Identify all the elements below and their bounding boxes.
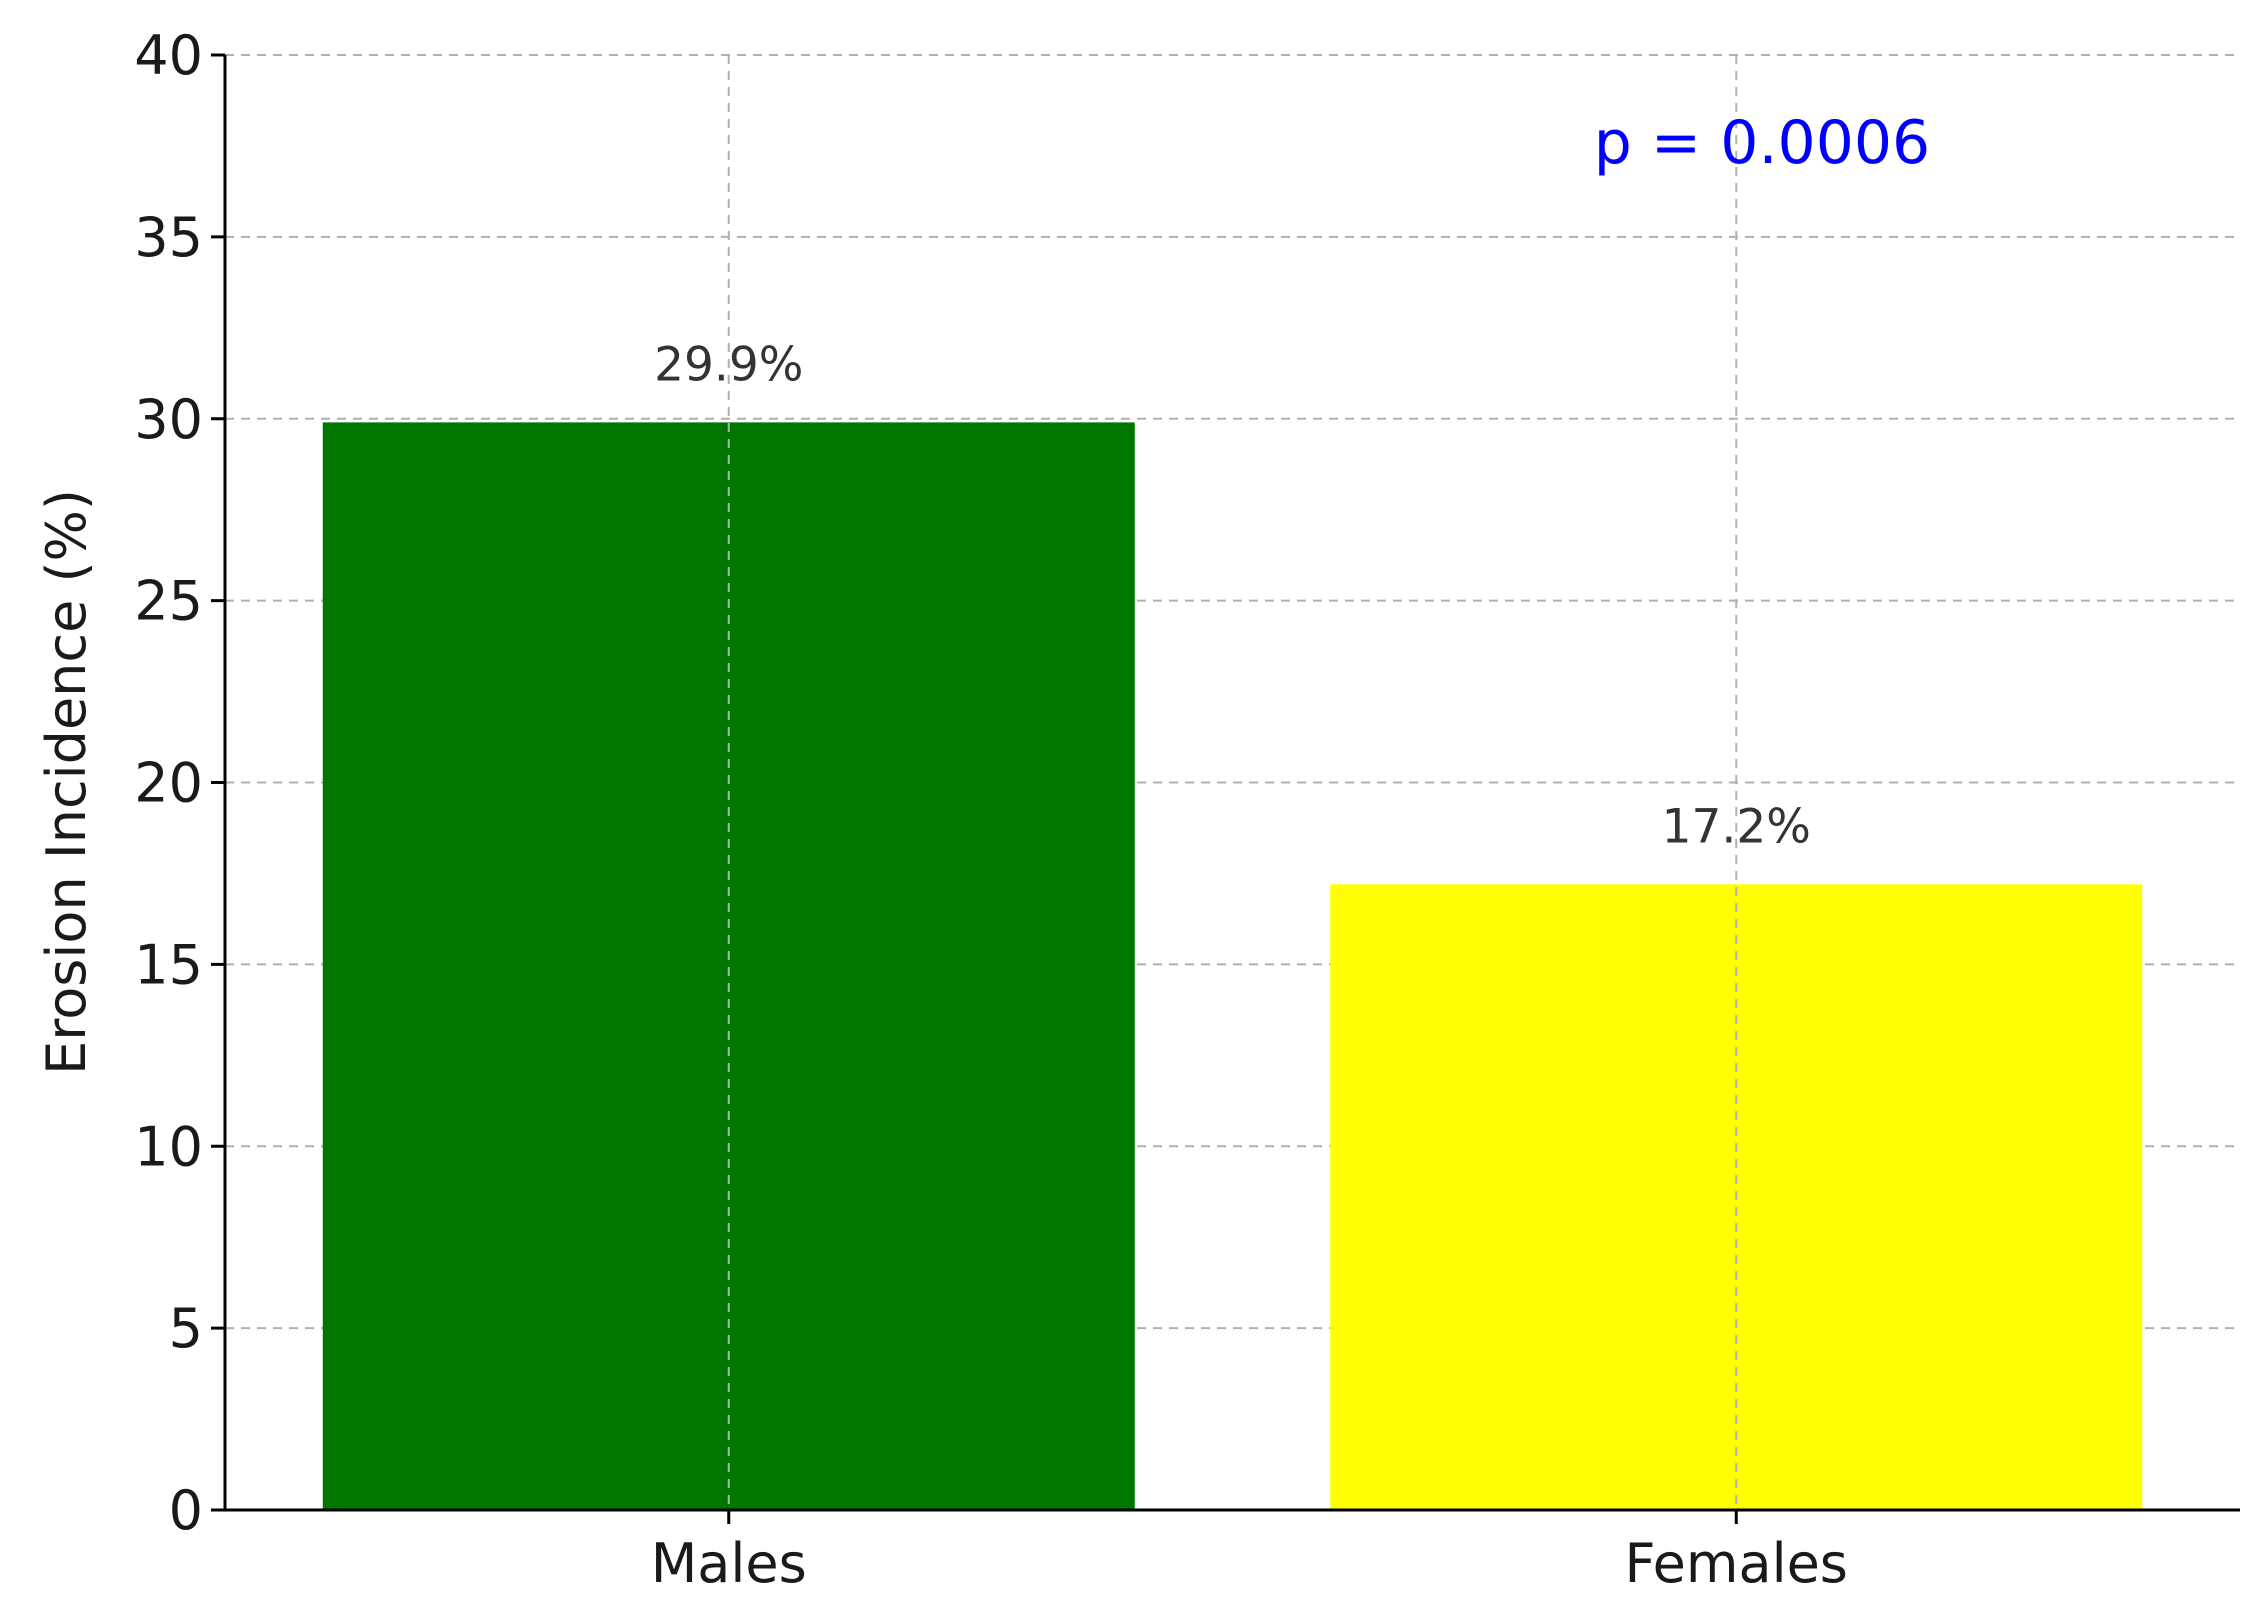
y-tick-label: 15 [134, 933, 203, 996]
y-ticks: 0 5 10 15 20 25 30 35 40 [134, 24, 225, 1542]
x-tick-label: Females [1625, 1532, 1848, 1595]
y-axis-label: Erosion Incidence (%) [35, 489, 98, 1075]
value-labels: 29.9% 17.2% [654, 337, 1811, 854]
y-tick-label: 25 [134, 570, 203, 633]
y-tick-label: 5 [169, 1297, 203, 1360]
y-tick-label: 10 [134, 1115, 203, 1178]
bars [322, 55, 2143, 1511]
p-value-annotation: p = 0.0006 [1594, 108, 1930, 178]
y-tick-label: 30 [134, 388, 203, 451]
y-tick-label: 40 [134, 24, 203, 87]
value-label: 17.2% [1662, 799, 1811, 854]
y-tick-label: 20 [134, 752, 203, 815]
x-tick-label: Males [651, 1532, 807, 1595]
x-ticks: Males Females [651, 1510, 1848, 1595]
y-tick-label: 0 [169, 1479, 203, 1542]
value-label: 29.9% [654, 337, 803, 392]
y-tick-label: 35 [134, 206, 203, 269]
